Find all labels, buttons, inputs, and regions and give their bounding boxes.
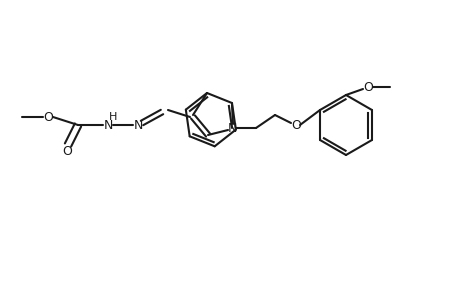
Text: N: N (227, 122, 236, 134)
Text: O: O (291, 118, 300, 131)
Text: H: H (109, 112, 117, 122)
Text: N: N (103, 118, 112, 131)
Text: O: O (362, 80, 372, 94)
Text: O: O (43, 110, 53, 124)
Text: O: O (62, 145, 72, 158)
Text: N: N (133, 118, 142, 131)
